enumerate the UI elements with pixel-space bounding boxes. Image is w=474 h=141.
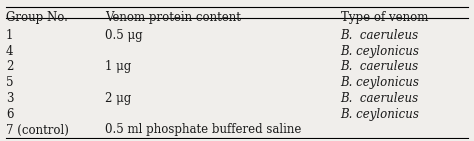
Text: 2: 2 — [6, 60, 13, 73]
Text: 5: 5 — [6, 76, 14, 89]
Text: 7 (control): 7 (control) — [6, 124, 69, 136]
Text: B. ceylonicus: B. ceylonicus — [341, 76, 419, 89]
Text: B. ceylonicus: B. ceylonicus — [341, 108, 419, 121]
Text: Type of venom: Type of venom — [341, 11, 428, 24]
Text: B.  caeruleus: B. caeruleus — [341, 29, 419, 42]
Text: 2 μg: 2 μg — [105, 92, 131, 105]
Text: 4: 4 — [6, 45, 14, 58]
Text: 1: 1 — [6, 29, 13, 42]
Text: 6: 6 — [6, 108, 14, 121]
Text: 0.5 μg: 0.5 μg — [105, 29, 143, 42]
Text: Group No.: Group No. — [6, 11, 68, 24]
Text: B.  caeruleus: B. caeruleus — [341, 60, 419, 73]
Text: B.  caeruleus: B. caeruleus — [341, 92, 419, 105]
Text: 3: 3 — [6, 92, 14, 105]
Text: 0.5 ml phosphate buffered saline: 0.5 ml phosphate buffered saline — [105, 124, 301, 136]
Text: 1 μg: 1 μg — [105, 60, 131, 73]
Text: Venom protein content: Venom protein content — [105, 11, 241, 24]
Text: B. ceylonicus: B. ceylonicus — [341, 45, 419, 58]
